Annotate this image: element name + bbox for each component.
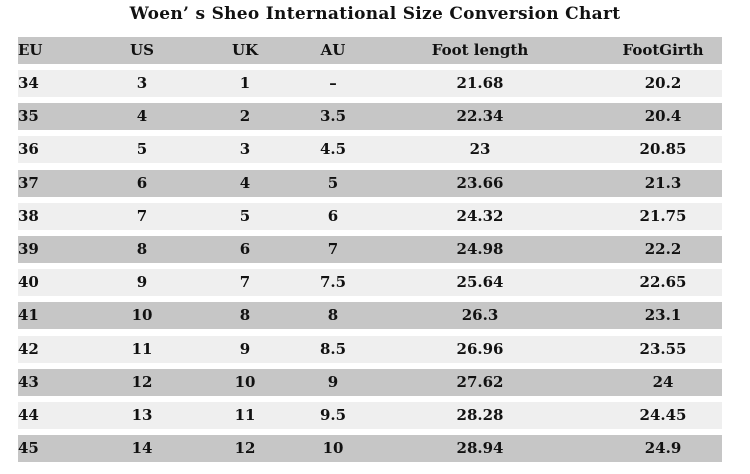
table-row: 45 14 12 10 28.94 24.9 bbox=[18, 435, 722, 463]
table-cell: 5 bbox=[327, 173, 339, 192]
table-cell: 34 bbox=[18, 74, 39, 92]
table-cell: 6 bbox=[327, 206, 339, 225]
table-cell: 1 bbox=[239, 74, 251, 92]
table-cell: 4 bbox=[136, 107, 148, 126]
table-cell: 20.85 bbox=[639, 140, 687, 159]
table-cell: 20.4 bbox=[644, 107, 682, 126]
table-cell: 9 bbox=[327, 372, 339, 391]
table-cell: 23.66 bbox=[456, 173, 504, 192]
table-cell: 7.5 bbox=[319, 273, 347, 292]
table-cell: – bbox=[329, 74, 337, 92]
table-cell: 39 bbox=[18, 240, 39, 258]
table-cell: 11 bbox=[131, 339, 153, 358]
table-cell: 12 bbox=[234, 439, 256, 458]
table-cell: 26.96 bbox=[456, 339, 504, 358]
table-cell: 5 bbox=[239, 206, 251, 225]
table-cell: 7 bbox=[136, 206, 148, 225]
table-cell: 37 bbox=[18, 173, 39, 192]
table-cell: 8 bbox=[327, 306, 339, 325]
table-cell: 9 bbox=[239, 339, 251, 358]
chart-title: Woen’ s Sheo International Size Conversi… bbox=[129, 4, 621, 24]
table-cell: 14 bbox=[131, 439, 153, 458]
table-cell: 24.9 bbox=[644, 439, 682, 458]
table-cell: 27.62 bbox=[456, 372, 504, 391]
table-cell: 12 bbox=[131, 372, 153, 391]
table-cell: 8 bbox=[136, 240, 148, 258]
column-header: UK bbox=[231, 41, 259, 59]
table-row: 37 6 4 5 23.66 21.3 bbox=[18, 169, 722, 197]
table-row: 42 11 9 8.5 26.96 23.55 bbox=[18, 335, 722, 363]
column-header: AU bbox=[320, 41, 346, 59]
table-cell: 21.3 bbox=[644, 173, 682, 192]
table-cell: 40 bbox=[18, 273, 39, 292]
table-cell: 22.65 bbox=[639, 273, 687, 292]
table-cell: 7 bbox=[239, 273, 251, 292]
table-cell: 43 bbox=[18, 372, 39, 391]
table-cell: 21.75 bbox=[639, 206, 687, 225]
table-cell: 5 bbox=[136, 140, 148, 159]
table-cell: 28.94 bbox=[456, 439, 504, 458]
table-row: 43 12 10 9 27.62 24 bbox=[18, 368, 722, 396]
table-cell: 8 bbox=[239, 306, 251, 325]
table-cell: 22.34 bbox=[456, 107, 504, 126]
table-cell: 28.28 bbox=[456, 406, 504, 424]
table-cell: 4 bbox=[239, 173, 251, 192]
table-row: 39 8 6 7 24.98 22.2 bbox=[18, 236, 722, 263]
table-cell: 24.32 bbox=[456, 206, 504, 225]
table-row: 34 3 1 – 21.68 20.2 bbox=[18, 70, 722, 97]
table-cell: 6 bbox=[239, 240, 251, 258]
table-cell: 8.5 bbox=[319, 339, 347, 358]
table-row: 38 7 5 6 24.32 21.75 bbox=[18, 202, 722, 230]
header-row: EU US UK AU Foot length FootGirth bbox=[18, 37, 722, 64]
table-cell: 2 bbox=[239, 107, 251, 126]
table-cell: 13 bbox=[131, 406, 153, 424]
table-cell: 22.2 bbox=[644, 240, 682, 258]
column-header: US bbox=[130, 41, 154, 59]
table-cell: 4.5 bbox=[319, 140, 347, 159]
column-header: EU bbox=[18, 41, 43, 59]
table-cell: 24.45 bbox=[639, 406, 687, 424]
table-cell: 23.1 bbox=[644, 306, 682, 325]
table-cell: 41 bbox=[18, 306, 39, 325]
table-cell: 3 bbox=[239, 140, 251, 159]
table-cell: 44 bbox=[18, 406, 39, 424]
table-cell: 6 bbox=[136, 173, 148, 192]
table-cell: 23 bbox=[469, 140, 491, 159]
table-row: 35 4 2 3.5 22.34 20.4 bbox=[18, 103, 722, 131]
table-row: 40 9 7 7.5 25.64 22.65 bbox=[18, 269, 722, 297]
table-cell: 23.55 bbox=[639, 339, 687, 358]
table-cell: 35 bbox=[18, 107, 39, 126]
column-header: FootGirth bbox=[622, 41, 704, 59]
table-cell: 11 bbox=[234, 406, 256, 424]
table-row: 44 13 11 9.5 28.28 24.45 bbox=[18, 402, 722, 429]
table-cell: 42 bbox=[18, 339, 39, 358]
table-cell: 10 bbox=[234, 372, 256, 391]
table-cell: 9 bbox=[136, 273, 148, 292]
table-cell: 24 bbox=[652, 372, 674, 391]
table-cell: 45 bbox=[18, 439, 39, 458]
column-header: Foot length bbox=[431, 41, 529, 59]
table-row: 36 5 3 4.5 23 20.85 bbox=[18, 136, 722, 164]
table-cell: 38 bbox=[18, 206, 39, 225]
table-cell: 10 bbox=[322, 439, 344, 458]
table-cell: 20.2 bbox=[644, 74, 682, 92]
table-cell: 7 bbox=[327, 240, 339, 258]
table-row: 41 10 8 8 26.3 23.1 bbox=[18, 302, 722, 330]
table-cell: 9.5 bbox=[319, 406, 347, 424]
table-cell: 36 bbox=[18, 140, 39, 159]
table-cell: 26.3 bbox=[461, 306, 499, 325]
table-cell: 25.64 bbox=[456, 273, 504, 292]
table-cell: 10 bbox=[131, 306, 153, 325]
table-cell: 3.5 bbox=[319, 107, 347, 126]
table-cell: 3 bbox=[136, 74, 148, 92]
table-cell: 24.98 bbox=[456, 240, 504, 258]
table-cell: 21.68 bbox=[456, 74, 504, 92]
